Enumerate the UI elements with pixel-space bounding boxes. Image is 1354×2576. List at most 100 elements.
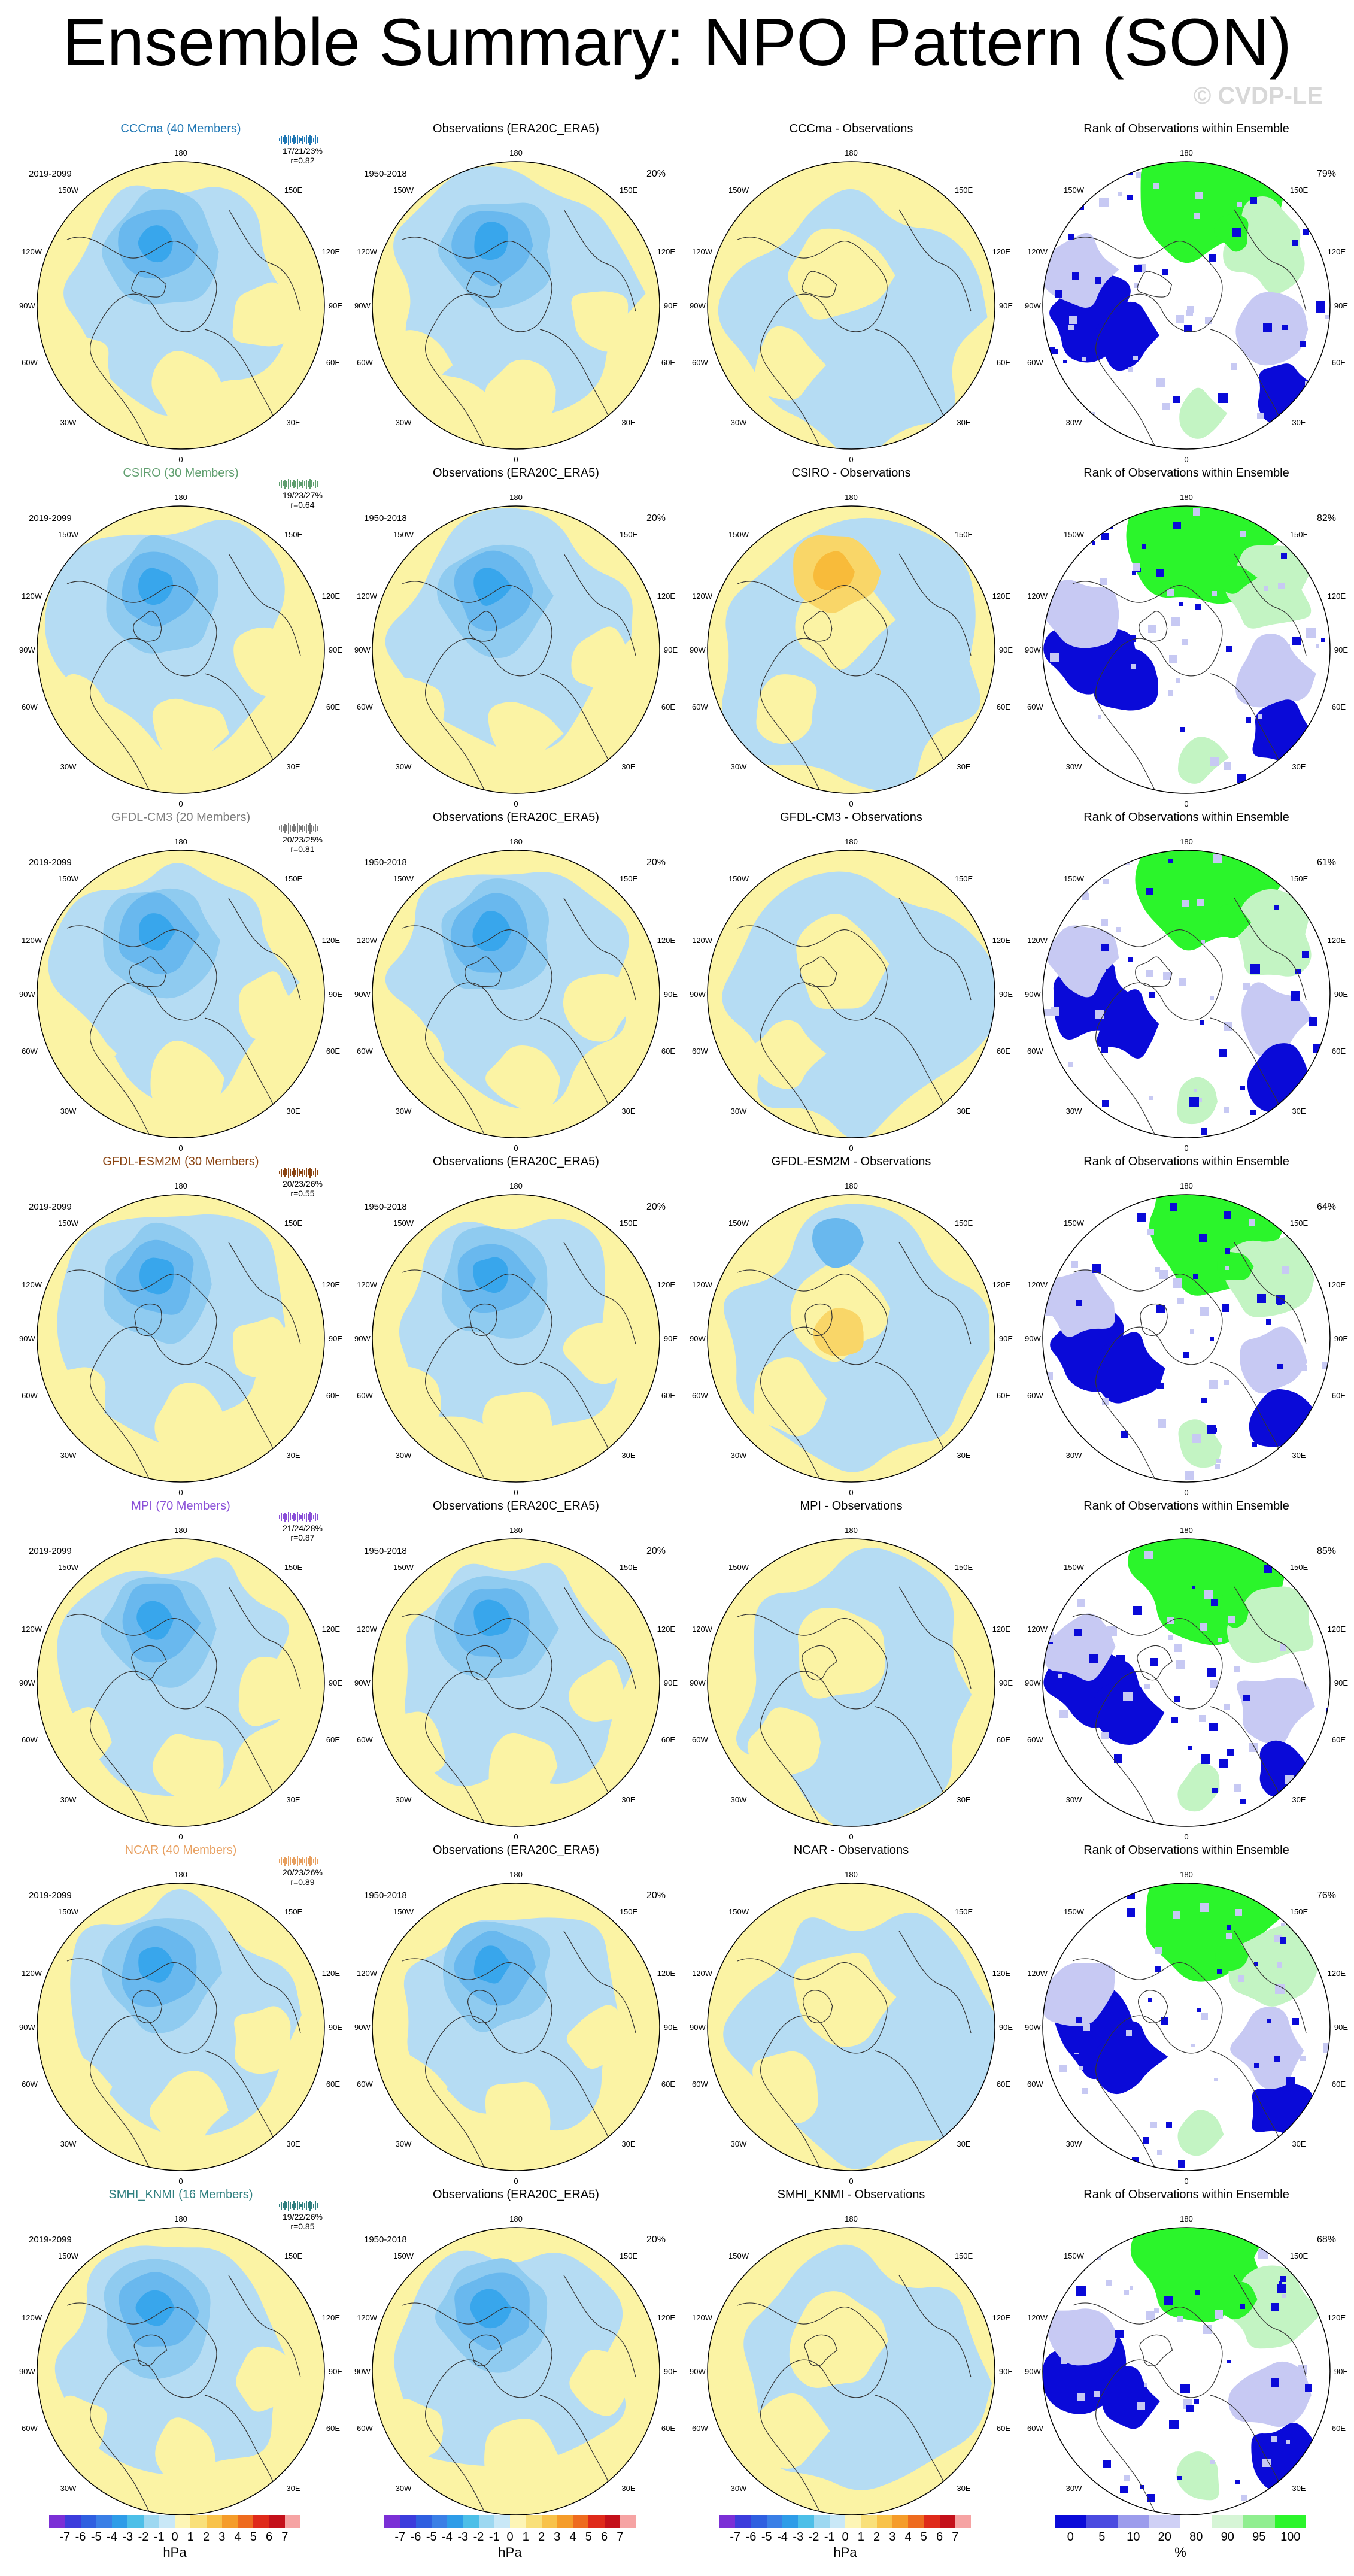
diff-map-panel: SMHI_KNMI - Observations1800150W150E120W…	[684, 2188, 1019, 2539]
diff-panel-title: SMHI_KNMI - Observations	[777, 2188, 925, 2201]
ensemble-spread-bars	[275, 1167, 323, 1178]
pattern-correlation: r=0.89	[290, 1877, 315, 1887]
model-map-panel: CCCma (40 Members) 2019-2099 180 0 150W 150E 1…	[13, 122, 348, 473]
colorbar-tick: -4	[442, 2530, 453, 2544]
lonlat-label: 150W	[58, 1563, 79, 1572]
lonlat-label: 180	[509, 149, 523, 157]
colorbar-swatches	[1055, 2515, 1306, 2528]
lonlat-label: 30E	[1292, 1107, 1306, 1116]
lonlat-label: 60W	[1027, 1047, 1043, 1056]
lonlat-label: 90W	[690, 990, 706, 999]
colorbar-tick: -7	[730, 2530, 741, 2544]
percent-variance-label: 20%	[646, 513, 666, 523]
model-map-panel: MPI (70 Members) 2019-2099 180 0 150W 150E 120…	[13, 1499, 348, 1850]
colorbar-unit: hPa	[498, 2545, 522, 2560]
lonlat-label: 150W	[393, 530, 414, 539]
lonlat-label: 60E	[1332, 2424, 1346, 2433]
obs-panel-title: Observations (ERA20C_ERA5)	[433, 122, 599, 135]
lonlat-label: 90E	[1334, 990, 1348, 999]
lonlat-label: 30W	[731, 2139, 747, 2148]
lonlat-label: 60W	[1027, 1735, 1043, 1744]
lonlat-label: 30E	[957, 2139, 970, 2148]
lonlat-label: 60W	[22, 1047, 38, 1056]
lonlat-label: 120E	[322, 1969, 341, 1978]
colorbar-tick: 3	[554, 2530, 561, 2544]
pattern-correlation: r=0.55	[290, 1189, 315, 1198]
ensemble-stats: 17/21/23% r=0.82	[283, 146, 323, 165]
lonlat-label: 150E	[1290, 1563, 1309, 1572]
diff-globe-map: 180 0 150W 150E 120W 120E 90W 90E 60W 60E 30W 30E	[690, 149, 1013, 464]
diff-globe-map: 180 0 150W 150E 120W 120E 90W 90E 60W 60E 30W 30E	[690, 1526, 1013, 1841]
lonlat-label: 30W	[1066, 1795, 1082, 1804]
colorbar-tick: -6	[745, 2530, 757, 2544]
colorbar-swatch	[415, 2515, 432, 2528]
lonlat-label: 60E	[326, 1735, 340, 1744]
lonlat-label: 150W	[393, 1907, 414, 1916]
lonlat-label: 30E	[957, 1107, 970, 1116]
lonlat-label: 180	[1180, 1181, 1193, 1190]
model-field	[37, 1539, 324, 1826]
colorbar-tick: 1	[187, 2530, 194, 2544]
colorbar-tick: -7	[394, 2530, 406, 2544]
ensemble-stats: 19/23/27% r=0.64	[283, 490, 323, 510]
lonlat-label: 60E	[661, 1735, 675, 1744]
lonlat-label: 60W	[357, 2424, 373, 2433]
lonlat-label: 0	[1184, 455, 1188, 464]
lonlat-label: 150E	[620, 1563, 638, 1572]
colorbar-tick: 4	[234, 2530, 241, 2544]
lonlat-label: 60E	[661, 2080, 675, 2089]
lonlat-label: 120W	[357, 1625, 378, 1634]
colorbar-tick: 6	[265, 2530, 273, 2544]
lonlat-label: 60W	[1027, 2080, 1043, 2089]
colorbar-tick: 4	[569, 2530, 576, 2544]
diff-panel-title: CSIRO - Observations	[791, 466, 911, 480]
lonlat-label: 180	[845, 1526, 858, 1535]
ensemble-stats: 20/23/25% r=0.81	[283, 835, 323, 854]
percent-variance-label: 61%	[1316, 857, 1336, 868]
lonlat-label: 180	[509, 1526, 523, 1535]
colorbar-tick: 100	[1280, 2530, 1301, 2544]
lonlat-label: 30E	[957, 1451, 970, 1460]
colorbar-tick: 20	[1158, 2530, 1171, 2544]
lonlat-label: 120E	[322, 1280, 341, 1289]
lonlat-label: 30W	[1066, 762, 1082, 771]
lonlat-label: 150E	[955, 1563, 973, 1572]
rank-field	[1043, 2228, 1330, 2515]
lonlat-label: 60W	[692, 702, 708, 711]
lonlat-label: 60W	[1027, 702, 1043, 711]
lonlat-label: 180	[174, 493, 187, 502]
lonlat-label: 90W	[19, 1334, 35, 1343]
lonlat-label: 30W	[60, 2484, 77, 2493]
obs-panel-title: Observations (ERA20C_ERA5)	[433, 1499, 599, 1513]
model-map-panel: SMHI_KNMI (16 Members)2019-20991800150W1…	[13, 2188, 348, 2539]
lonlat-label: 90E	[999, 1334, 1013, 1343]
lonlat-label: 120E	[992, 936, 1011, 945]
lonlat-label: 60E	[997, 1047, 1010, 1056]
lonlat-label: 90W	[1025, 2367, 1041, 2376]
lonlat-label: 90E	[1334, 1334, 1348, 1343]
lonlat-label: 120E	[657, 1280, 676, 1289]
lonlat-label: 150E	[284, 1907, 303, 1916]
diff-panel-title: CCCma - Observations	[789, 122, 913, 135]
lonlat-label: 90W	[354, 1334, 371, 1343]
diff-map-panel: NCAR - Observations 180 0 150W 150E 120W 120E 9…	[684, 1844, 1019, 2195]
colorbar-swatch	[221, 2515, 238, 2528]
lonlat-label: 0	[1184, 799, 1188, 808]
hpa-colorbar-obs: -7 -6 -5 -4 -3 -2 -1 0 1 2 3 4 5 6 7 hPa	[384, 2515, 636, 2563]
lonlat-label: 30W	[1066, 1451, 1082, 1460]
colorbar-swatch	[766, 2515, 782, 2528]
lonlat-label: 90W	[354, 1678, 371, 1687]
lonlat-label: 120E	[322, 936, 341, 945]
lonlat-label: 90W	[354, 301, 371, 310]
lonlat-label: 120E	[657, 592, 676, 601]
ensemble-spread-bars	[275, 134, 323, 145]
lonlat-label: 0	[514, 455, 518, 464]
lonlat-label: 30E	[286, 1107, 300, 1116]
lonlat-label: 0	[514, 1488, 518, 1497]
diff-map-panel: GFDL-CM3 - Observations 180 0 150W 150E 120W 1…	[684, 811, 1019, 1162]
lonlat-label: 90W	[19, 2023, 35, 2032]
obs-globe-map: 180 0 150W 150E 120W 120E 90W 90E 60W 60E 30W 30E	[354, 1870, 678, 2186]
model-map-panel: NCAR (40 Members) 2019-2099 180 0 150W 150E 12…	[13, 1844, 348, 2195]
